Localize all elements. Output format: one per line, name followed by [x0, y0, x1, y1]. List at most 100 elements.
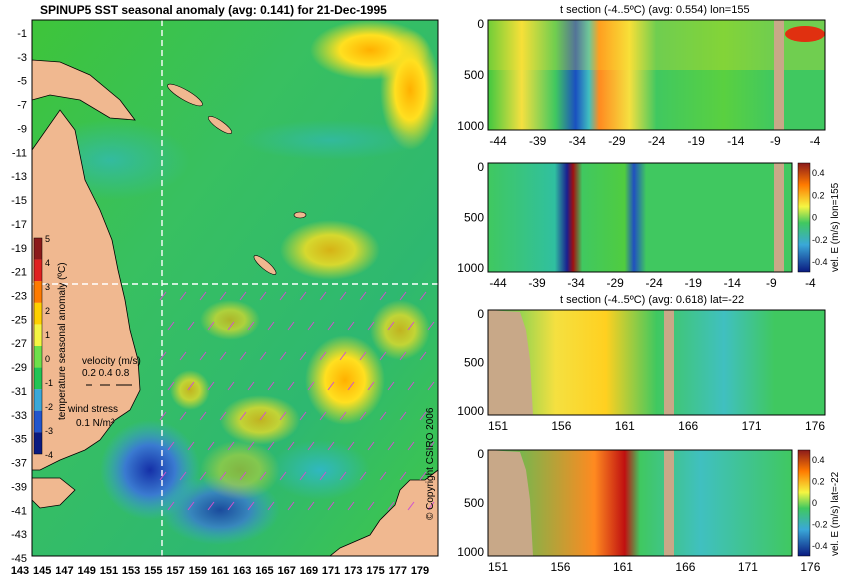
wind-arrow: [219, 291, 227, 301]
wind-arrow: [199, 351, 207, 361]
section-x-tick: 171: [742, 419, 762, 433]
wind-arrow: [179, 471, 187, 481]
wind-arrow: [199, 471, 207, 481]
wind-arrow: [247, 381, 255, 391]
wind-arrow: [287, 381, 295, 391]
colorbar-label: temperature seasonal anomaly (ºC): [57, 262, 68, 420]
section-title-3: t section (-4..5ºC) (avg: 0.618) lat=-22: [560, 294, 745, 306]
wind-arrow: [199, 411, 207, 421]
wind-arrow: [307, 381, 315, 391]
wind-arrow: [359, 291, 367, 301]
section-x-tick: -39: [529, 134, 547, 148]
colorbar-segment: [34, 346, 42, 368]
wind-arrow: [347, 321, 355, 331]
wind-arrow: [239, 291, 247, 301]
map-y-tick: -19: [11, 243, 27, 255]
vel-colorbar-tick: 0.2: [812, 190, 825, 200]
wind-arrow: [159, 291, 167, 301]
wind-arrow: [307, 501, 315, 511]
wind-arrow: [359, 471, 367, 481]
wind-arrow: [247, 501, 255, 511]
wind-arrow: [279, 411, 287, 421]
colorbar-segment: [34, 367, 42, 390]
map-x-tick: 179: [411, 565, 429, 577]
wind-arrow: [327, 381, 335, 391]
section-x-tick: -9: [770, 134, 781, 148]
wind-arrow: [299, 471, 307, 481]
wind-arrow: [307, 441, 315, 451]
map-y-tick: -9: [17, 123, 27, 135]
section-x-tick: 166: [678, 419, 698, 433]
wind-arrow: [179, 411, 187, 421]
wind-arrow: [319, 411, 327, 421]
section-y-tick: 0: [477, 307, 484, 321]
wind-arrow: [339, 351, 347, 361]
wind-arrow: [379, 471, 387, 481]
wind-arrow: [419, 351, 427, 361]
wind-arrow: [167, 381, 175, 391]
map-y-tick: -5: [17, 76, 27, 88]
wind-arrow: [259, 411, 267, 421]
map-x-tick: 157: [166, 565, 184, 577]
map-y-tick: -27: [11, 338, 27, 350]
map-x-tick: 159: [189, 565, 207, 577]
wind-arrow: [207, 441, 215, 451]
colorbar-tick: 4: [45, 258, 50, 268]
wind-arrow: [407, 441, 415, 451]
map-y-tick: -13: [11, 171, 27, 183]
wind-arrow: [287, 441, 295, 451]
wind-arrow: [339, 471, 347, 481]
vel-colorbar-tick: 0.2: [812, 477, 825, 487]
wind-arrow: [379, 351, 387, 361]
map-x-tick: 163: [233, 565, 251, 577]
wind-arrow: [367, 321, 375, 331]
wind-arrow: [259, 471, 267, 481]
section-x-tick: -34: [569, 134, 587, 148]
map-y-tick: -15: [11, 195, 27, 207]
wind-arrow: [319, 291, 327, 301]
wind-arrow: [299, 411, 307, 421]
section-x-tick: -4: [805, 276, 816, 290]
colorbar-tick: 0: [45, 354, 50, 364]
wind-legend-value: 0.1 N/m²: [76, 418, 115, 429]
wind-arrow: [179, 351, 187, 361]
section-x-tick: -4: [810, 134, 821, 148]
section-x-tick: 151: [488, 419, 508, 433]
wind-arrow: [407, 321, 415, 331]
map-x-tick: 165: [255, 565, 273, 577]
wind-arrow: [359, 411, 367, 421]
wind-arrow: [339, 291, 347, 301]
section-y-tick: 0: [477, 17, 484, 31]
wind-arrow: [287, 321, 295, 331]
wind-arrow: [239, 351, 247, 361]
colorbar-tick: 1: [45, 330, 50, 340]
map-y-tick: -39: [11, 481, 27, 493]
vel-colorbar-tick: -0.2: [812, 520, 828, 530]
wind-arrow: [427, 441, 435, 451]
section-y-tick: 500: [464, 496, 484, 510]
wind-arrow: [307, 321, 315, 331]
vel-colorbar-tick: 0.4: [812, 168, 825, 178]
map-y-tick: -33: [11, 410, 27, 422]
vel-colorbar-tick: -0.2: [812, 235, 828, 245]
map-x-tick: 173: [344, 565, 362, 577]
section-x-tick: -24: [646, 276, 664, 290]
wind-arrow: [167, 321, 175, 331]
vel-colorbar-tick: 0.4: [812, 455, 825, 465]
colorbar-segment: [34, 410, 42, 433]
wind-arrow: [407, 501, 415, 511]
wind-arrow: [247, 321, 255, 331]
wind-arrow: [299, 291, 307, 301]
section-x-tick: 151: [488, 560, 508, 574]
wind-arrow: [419, 291, 427, 301]
map-y-tick: -41: [11, 505, 27, 517]
wind-arrow: [219, 471, 227, 481]
map-y-tick: -31: [11, 386, 27, 398]
map-x-tick: 175: [366, 565, 384, 577]
section-x-tick: -34: [567, 276, 585, 290]
colorbar-tick: -3: [45, 426, 53, 436]
section-x-tick: 176: [805, 419, 825, 433]
map-y-tick: -25: [11, 314, 27, 326]
wind-legend-title: wind stress: [67, 404, 118, 415]
map-x-tick: 151: [100, 565, 118, 577]
